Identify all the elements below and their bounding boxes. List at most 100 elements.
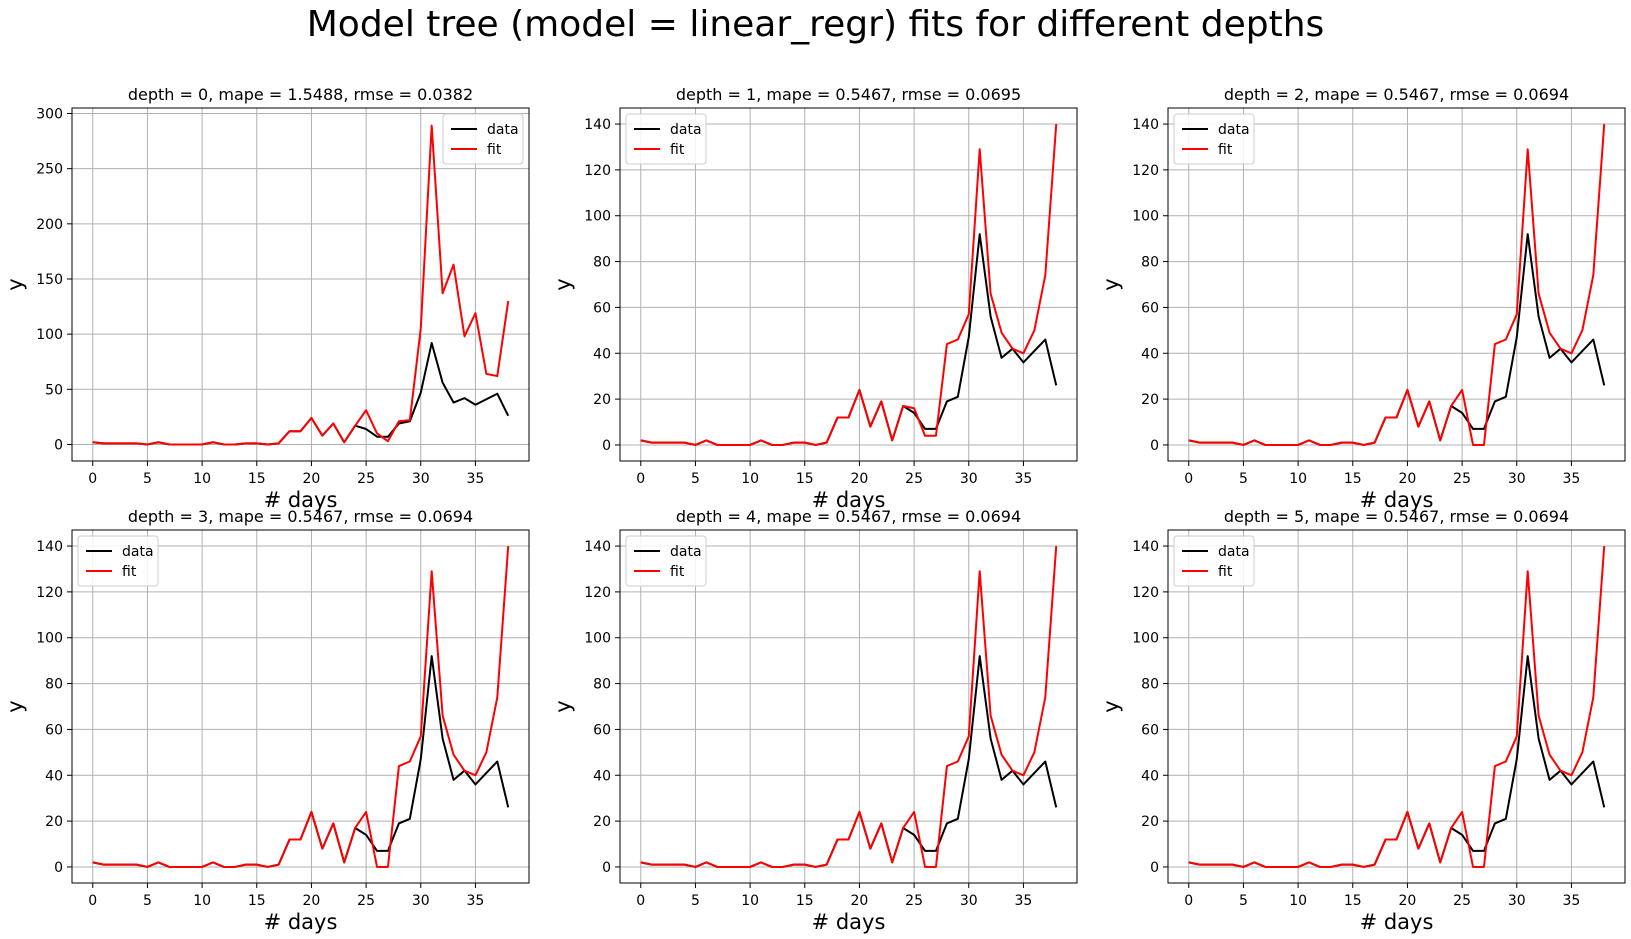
x-tick-label: 5: [143, 893, 152, 909]
legend-label-fit: fit: [487, 142, 502, 158]
y-tick-label: 80: [593, 677, 611, 693]
series-line-fit: [1188, 123, 1606, 446]
y-tick-label: 0: [54, 860, 63, 876]
legend-box: [442, 113, 524, 165]
legend-box: [77, 535, 159, 587]
axes-frame: [619, 529, 1078, 884]
y-axis-label: y: [551, 278, 575, 290]
x-tick-label: 0: [88, 471, 97, 487]
series-line-data: [1188, 233, 1606, 446]
legend-box: [1173, 535, 1255, 587]
subplot-0: 0 5 10 15 20 25 30 35 0 50 100 150 200 250 300 depth = …: [3, 85, 530, 512]
subplot-title: depth = 4, mape = 0.5467, rmse = 0.0694: [676, 507, 1021, 526]
series-line-data: [92, 655, 510, 868]
x-tick-label: 10: [193, 471, 211, 487]
x-tick-label: 25: [1453, 471, 1471, 487]
y-tick-label: 300: [36, 107, 63, 123]
series-line-data: [1188, 655, 1606, 868]
x-tick-label: 10: [741, 471, 759, 487]
y-axis-label: y: [3, 278, 27, 290]
x-tick-label: 5: [1239, 471, 1248, 487]
y-tick-label: 200: [36, 217, 63, 233]
legend-label-fit: fit: [1218, 142, 1233, 158]
x-tick-label: 25: [905, 893, 923, 909]
x-tick-label: 15: [1344, 471, 1362, 487]
y-tick-label: 40: [1141, 346, 1159, 362]
x-axis-label: # days: [1360, 488, 1434, 512]
x-axis-label: # days: [1360, 910, 1434, 934]
y-tick-label: 60: [593, 300, 611, 316]
x-tick-label: 20: [1399, 471, 1417, 487]
x-tick-label: 10: [1289, 471, 1307, 487]
axes-frame: [619, 107, 1078, 462]
y-tick-label: 50: [45, 382, 63, 398]
subplot-5: 0 5 10 15 20 25 30 35 0 20 40 60 80 100 120 140 depth = …: [1099, 507, 1626, 934]
y-tick-label: 40: [593, 346, 611, 362]
subplot-title: depth = 2, mape = 0.5467, rmse = 0.0694: [1224, 85, 1569, 104]
x-tick-label: 15: [248, 471, 266, 487]
y-tick-label: 60: [45, 722, 63, 738]
x-tick-label: 0: [1184, 471, 1193, 487]
y-tick-label: 120: [36, 585, 63, 601]
y-tick-label: 120: [584, 163, 611, 179]
legend-box: [625, 113, 707, 165]
y-tick-label: 100: [584, 209, 611, 225]
legend-label-fit: fit: [122, 564, 137, 580]
x-tick-label: 5: [691, 471, 700, 487]
x-tick-label: 30: [1508, 471, 1526, 487]
x-tick-label: 30: [960, 893, 978, 909]
y-tick-label: 140: [36, 539, 63, 555]
x-tick-label: 30: [960, 471, 978, 487]
y-tick-label: 0: [54, 437, 63, 453]
series-line-fit: [640, 123, 1058, 446]
subplot-title: depth = 3, mape = 0.5467, rmse = 0.0694: [128, 507, 473, 526]
x-tick-label: 20: [1399, 893, 1417, 909]
x-tick-label: 10: [741, 893, 759, 909]
y-tick-label: 100: [584, 631, 611, 647]
y-tick-label: 80: [45, 677, 63, 693]
y-tick-label: 20: [593, 392, 611, 408]
legend-label-fit: fit: [670, 564, 685, 580]
x-tick-label: 15: [796, 893, 814, 909]
subplot-2: 0 5 10 15 20 25 30 35 0 20 40 60 80 100 120 140 depth = …: [1099, 85, 1626, 512]
legend-label-data: data: [1218, 122, 1250, 138]
subplot-4: 0 5 10 15 20 25 30 35 0 20 40 60 80 100 120 140 depth = …: [551, 507, 1078, 934]
series-line-data: [640, 655, 1058, 868]
y-tick-label: 140: [584, 539, 611, 555]
x-tick-label: 30: [1508, 893, 1526, 909]
axes-frame: [1167, 107, 1626, 462]
x-tick-label: 5: [143, 471, 152, 487]
series-line-fit: [1188, 545, 1606, 868]
y-tick-label: 100: [1132, 209, 1159, 225]
legend-label-data: data: [670, 544, 702, 560]
x-tick-label: 20: [303, 893, 321, 909]
x-tick-label: 35: [467, 471, 485, 487]
x-tick-label: 35: [1563, 893, 1581, 909]
x-tick-label: 0: [636, 471, 645, 487]
x-tick-label: 15: [248, 893, 266, 909]
y-tick-label: 20: [45, 814, 63, 830]
x-tick-label: 25: [357, 471, 375, 487]
x-tick-label: 35: [1563, 471, 1581, 487]
y-tick-label: 140: [1132, 117, 1159, 133]
x-axis-label: # days: [264, 910, 338, 934]
y-tick-label: 80: [1141, 677, 1159, 693]
y-tick-label: 0: [1150, 860, 1159, 876]
legend-label-data: data: [670, 122, 702, 138]
y-tick-label: 100: [36, 631, 63, 647]
y-tick-label: 100: [1132, 631, 1159, 647]
y-tick-label: 40: [593, 768, 611, 784]
series-line-data: [92, 341, 510, 446]
series-line-fit: [92, 545, 510, 868]
subplot-title: depth = 5, mape = 0.5467, rmse = 0.0694: [1224, 507, 1569, 526]
x-tick-label: 25: [1453, 893, 1471, 909]
x-tick-label: 5: [691, 893, 700, 909]
axes-frame: [71, 107, 530, 462]
y-tick-label: 120: [584, 585, 611, 601]
subplot-title: depth = 0, mape = 1.5488, rmse = 0.0382: [128, 85, 473, 104]
y-tick-label: 60: [593, 722, 611, 738]
y-tick-label: 140: [584, 117, 611, 133]
y-tick-label: 0: [602, 438, 611, 454]
y-tick-label: 150: [36, 272, 63, 288]
